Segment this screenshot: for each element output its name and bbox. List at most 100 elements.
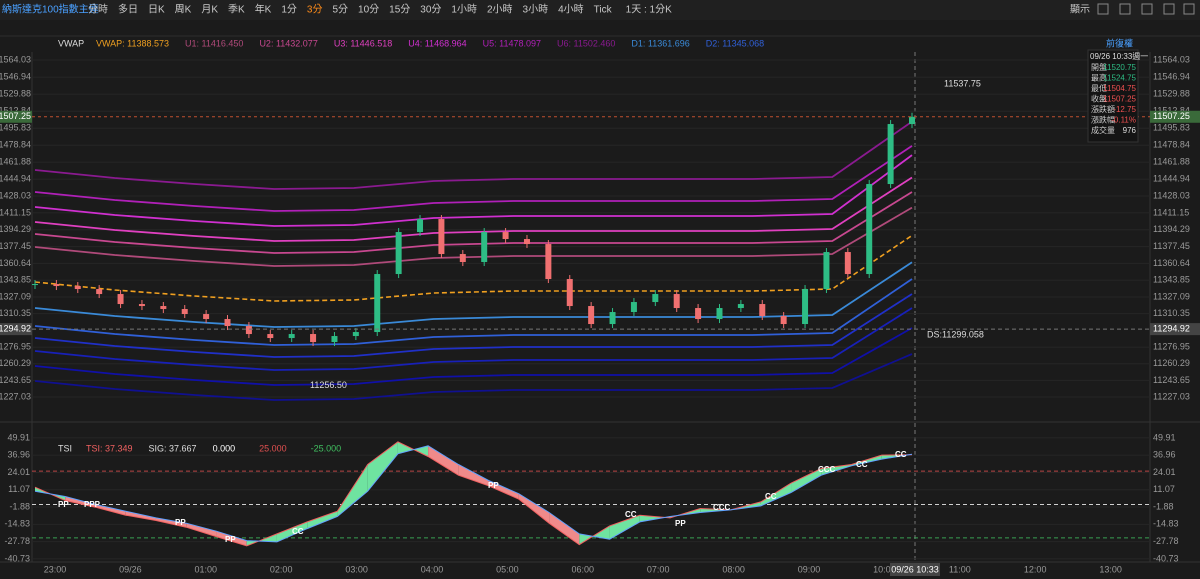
interval-button[interactable]: 周K (175, 4, 192, 16)
right-tick-label: 11343.85 (1153, 275, 1190, 285)
left-tick-label: 11564.03 (0, 54, 31, 64)
band-line (34, 293, 913, 358)
legend-item[interactable]: U6: 11502.460 (557, 38, 615, 48)
candle (630, 302, 637, 313)
interval-button[interactable]: 1分 (281, 4, 297, 16)
left-tick-label: -40.73 (4, 553, 30, 563)
interval-button[interactable]: 2小時 (487, 4, 513, 16)
left-tick-label: 11276.95 (0, 341, 31, 351)
interval-button[interactable]: 日K (148, 5, 165, 16)
range-select[interactable]: 1天 : 1分K (626, 4, 672, 16)
x-tick-label: 01:00 (195, 564, 218, 574)
tsi-fill (186, 523, 217, 537)
legend-item[interactable]: U4: 11468.964 (408, 38, 466, 48)
signal-annotation: PP (675, 519, 686, 528)
legend-item[interactable]: SIG: 37.667 (149, 443, 197, 453)
band-line (34, 145, 913, 212)
legend-item[interactable]: U3: 11446.518 (334, 38, 392, 48)
symbol[interactable]: 納斯達克100指數主連 (2, 3, 99, 16)
tsi-title[interactable]: TSI (58, 443, 72, 453)
right-tick-label: 36.96 (1153, 450, 1176, 460)
candle (909, 116, 915, 125)
interval-button[interactable]: 4小時 (558, 4, 584, 16)
right-tick-label: -27.78 (1153, 536, 1179, 546)
layout-icon[interactable] (1141, 3, 1153, 15)
left-tick-label: 11260.29 (0, 358, 31, 368)
legend-item[interactable]: VWAP: 11388.573 (96, 38, 169, 48)
interval-button[interactable]: 季K (228, 4, 245, 16)
price-annotation: 11537.75 (944, 79, 981, 89)
left-tick-label: -27.78 (4, 536, 30, 546)
left-tick-label: 11243.65 (0, 375, 31, 385)
legend-item[interactable]: U2: 11432.077 (259, 38, 317, 48)
interval-button[interactable]: 分時 (88, 4, 108, 16)
legend-item[interactable]: TSI: 37.349 (86, 443, 133, 453)
interval-button[interactable]: 30分 (420, 4, 441, 16)
info-label: 漲跌幅 (1091, 115, 1115, 125)
candle (203, 314, 210, 320)
candle (609, 312, 616, 325)
display-toggle[interactable]: 顯示 (1070, 4, 1090, 16)
left-tick-label: 11507.25 (0, 111, 31, 121)
left-tick-label: 11360.64 (0, 258, 31, 268)
candle (566, 279, 573, 307)
candle (695, 308, 702, 320)
right-tick-label: 11461.88 (1153, 157, 1190, 167)
band-line (34, 278, 913, 346)
info-value: -12.75 (1113, 105, 1136, 114)
candle (588, 306, 595, 325)
interval-button[interactable]: 年K (255, 3, 272, 16)
tsi-fill (276, 521, 308, 542)
settings-icon[interactable] (1097, 3, 1109, 15)
level-legend: 25.000 (259, 443, 287, 453)
signal-annotation: CC (292, 527, 304, 536)
candle (53, 284, 60, 287)
interval-button[interactable]: 月K (201, 4, 218, 16)
tsi-fill (125, 511, 156, 521)
indicator-name[interactable]: VWAP (58, 38, 84, 48)
interval-button[interactable]: 15分 (389, 4, 410, 16)
interval-button[interactable]: 3小時 (523, 4, 549, 16)
camera-icon[interactable] (1119, 3, 1131, 15)
legend-item[interactable]: U1: 11416.450 (185, 38, 243, 48)
left-tick-label: 11.07 (8, 484, 30, 494)
legend-item[interactable]: D2: 11345.068 (706, 38, 764, 48)
band-line (34, 307, 913, 371)
tsi-fill (307, 511, 338, 529)
signal-annotation: PPP (84, 500, 101, 509)
band-line (34, 154, 913, 227)
interval-button[interactable]: Tick (594, 5, 613, 16)
interval-button[interactable]: 1小時 (451, 4, 477, 16)
adjust-mode[interactable]: 前復權 (1106, 37, 1133, 48)
tsi-fill (791, 468, 822, 493)
left-tick-label: 11512.84 (0, 106, 31, 116)
x-tick-label: 12:00 (1024, 564, 1047, 574)
interval-button[interactable]: 多日 (118, 3, 138, 16)
x-tick-label: 06:00 (572, 564, 595, 574)
right-tick-label: -40.73 (1153, 553, 1179, 563)
fullscreen-icon[interactable] (1163, 3, 1175, 15)
x-tick-label: 23:00 (44, 564, 67, 574)
interval-button[interactable]: 3分 (307, 4, 323, 16)
interval-button[interactable]: 5分 (332, 4, 348, 16)
tsi-fill (95, 504, 126, 516)
candle (138, 304, 145, 307)
info-label: 漲跌額 (1091, 104, 1115, 114)
signal-annotation: PP (488, 481, 499, 490)
left-tick-label: 49.91 (7, 432, 30, 442)
candle (310, 334, 317, 343)
left-tick-label: 11343.85 (0, 275, 31, 285)
close-icon[interactable] (1183, 3, 1195, 15)
price-annotation: 11256.50 (310, 380, 347, 390)
right-tick-label: 11444.94 (1153, 173, 1190, 183)
candle (32, 284, 38, 286)
left-tick-label: 11495.83 (0, 123, 31, 133)
candle (117, 294, 124, 305)
candle (331, 336, 338, 343)
candle (502, 232, 509, 240)
band-line (34, 206, 913, 267)
legend-item[interactable]: U5: 11478.097 (483, 38, 541, 48)
x-tick-label: 02:00 (270, 564, 293, 574)
legend-item[interactable]: D1: 11361.696 (631, 38, 689, 48)
interval-button[interactable]: 10分 (358, 4, 379, 16)
